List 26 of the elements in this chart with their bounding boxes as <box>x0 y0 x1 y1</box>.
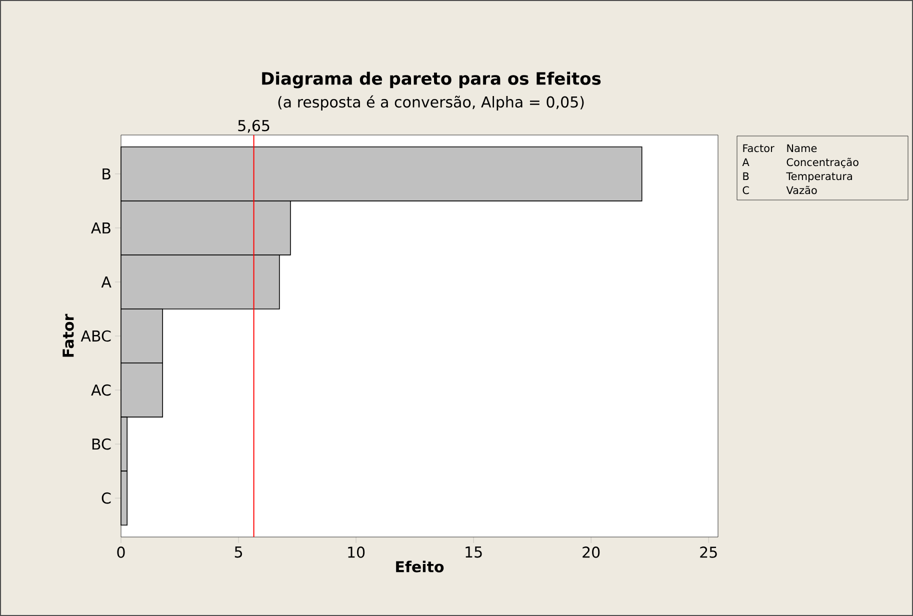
x-tick-label: 15 <box>466 546 482 558</box>
y-tick-label: ABC <box>80 330 111 342</box>
text: Factor <box>743 144 774 152</box>
ref-line-label: 5,65 <box>238 120 270 133</box>
y-tick-label: A <box>101 276 112 288</box>
x-tick-label: 25 <box>700 546 717 558</box>
y-tick-label: BC <box>92 438 111 450</box>
y-tick-label: B <box>102 168 110 180</box>
x-axis-title: Efeito <box>396 560 444 572</box>
x-tick-label: 10 <box>348 546 365 558</box>
x-tick-label: 5 <box>234 546 242 558</box>
text: Concentração <box>786 158 858 168</box>
y-tick-label: AB <box>91 222 110 234</box>
y-tick-label: C <box>102 492 111 504</box>
text: Temperatura <box>786 172 852 182</box>
y-axis-title: Fator <box>62 314 74 357</box>
text: Name <box>787 144 817 152</box>
text: Vazão <box>786 186 817 194</box>
x-tick-label: 20 <box>582 546 600 558</box>
text: C <box>742 186 749 194</box>
x-tick-label: 0 <box>117 546 125 558</box>
chart-subtitle: (a resposta é a conversão, Alpha = 0,05) <box>278 95 584 111</box>
text: B <box>743 172 749 180</box>
chart-title: Diagrama de pareto para os Efeitos <box>262 72 601 88</box>
text: A <box>742 158 750 166</box>
y-tick-label: AC <box>91 384 111 396</box>
